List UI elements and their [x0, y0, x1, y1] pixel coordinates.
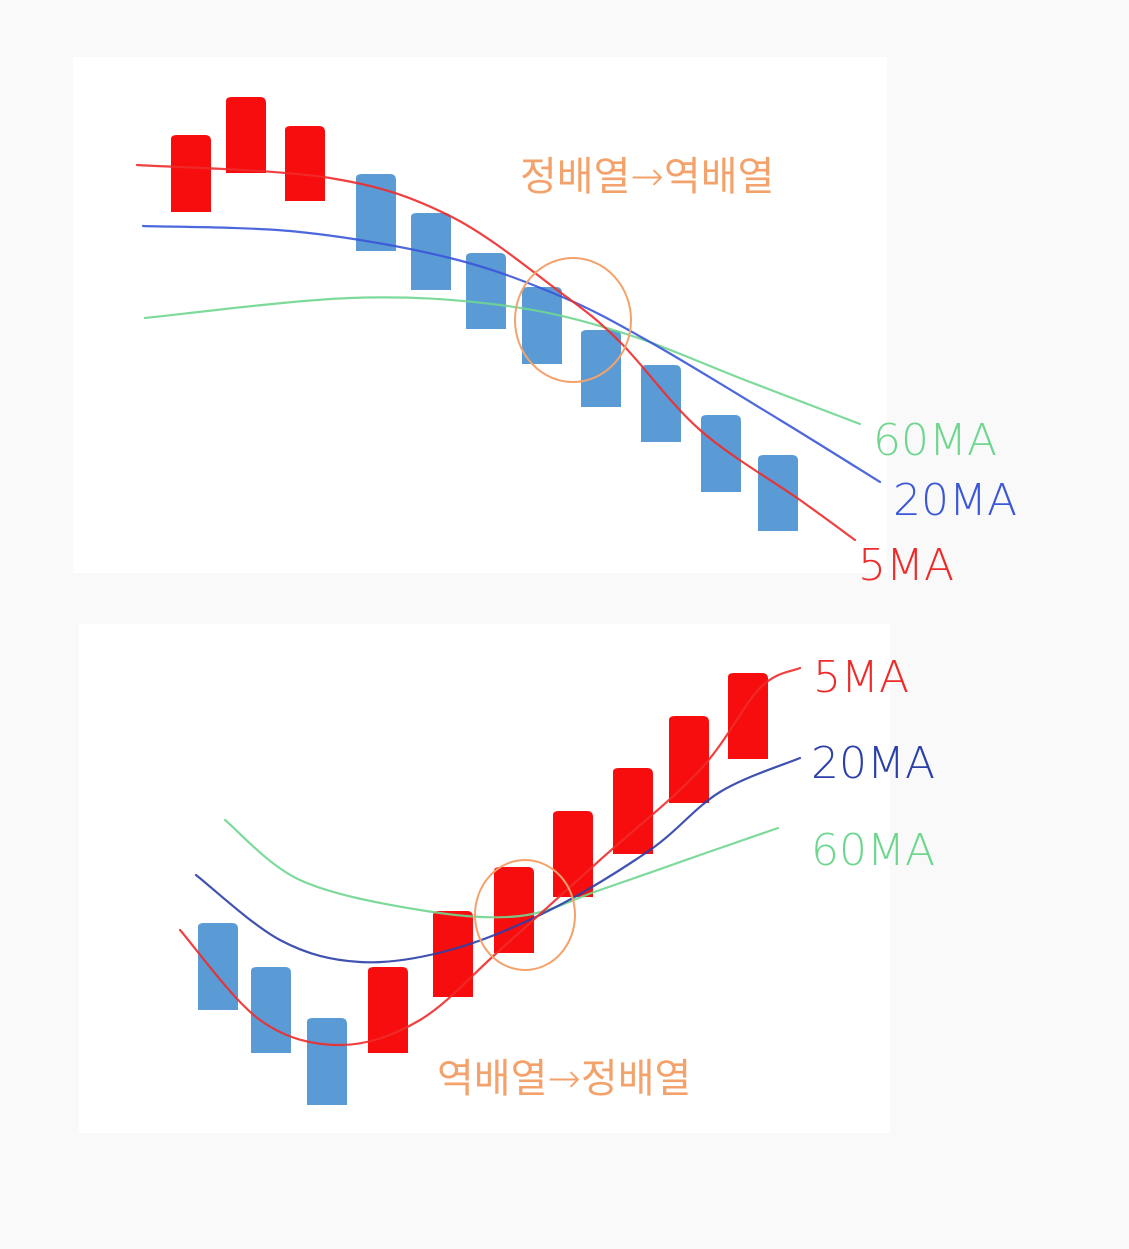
top-title: 정배열→역배열	[520, 154, 774, 200]
bullish-candle-9	[669, 716, 709, 803]
bearish-candle-9	[641, 365, 681, 442]
bullish-candle-5	[433, 911, 473, 997]
ma-line-5ma	[135, 163, 857, 542]
bottom-diagram	[178, 666, 802, 1105]
crossover-circle	[474, 859, 576, 971]
bullish-candle-3	[285, 126, 325, 201]
bearish-candle-10	[701, 415, 741, 492]
bottom-label-60ma: 60MA	[811, 825, 935, 876]
bottom-label-20ma: 20MA	[811, 738, 935, 789]
bullish-candle-2	[226, 97, 266, 173]
bearish-candle-4	[356, 174, 396, 251]
bullish-candle-1	[171, 135, 211, 212]
bottom-title: 역배열→정배열	[437, 1056, 691, 1102]
crossover-circle	[514, 257, 632, 383]
bullish-candle-10	[728, 673, 768, 759]
top-label-60ma: 60MA	[873, 415, 997, 466]
ma-line-5ma	[178, 666, 802, 1047]
bearish-candle-1	[198, 923, 238, 1010]
bearish-candle-2	[251, 967, 291, 1053]
top-label-5ma: 5MA	[858, 540, 954, 591]
ma-line-20ma	[194, 756, 802, 964]
bullish-candle-6	[494, 867, 534, 953]
bearish-candle-8	[581, 330, 621, 407]
top-diagram	[135, 97, 882, 542]
bullish-candle-8	[613, 768, 653, 854]
ma-line-60ma	[143, 296, 862, 426]
bearish-candle-5	[411, 213, 451, 290]
bearish-candle-7	[522, 287, 562, 364]
ma-line-20ma	[141, 224, 882, 484]
top-label-20ma: 20MA	[893, 475, 1017, 526]
bearish-candle-3	[307, 1018, 347, 1105]
ma-line-60ma	[223, 818, 780, 919]
bearish-candle-11	[758, 455, 798, 531]
bottom-label-5ma: 5MA	[813, 652, 909, 703]
